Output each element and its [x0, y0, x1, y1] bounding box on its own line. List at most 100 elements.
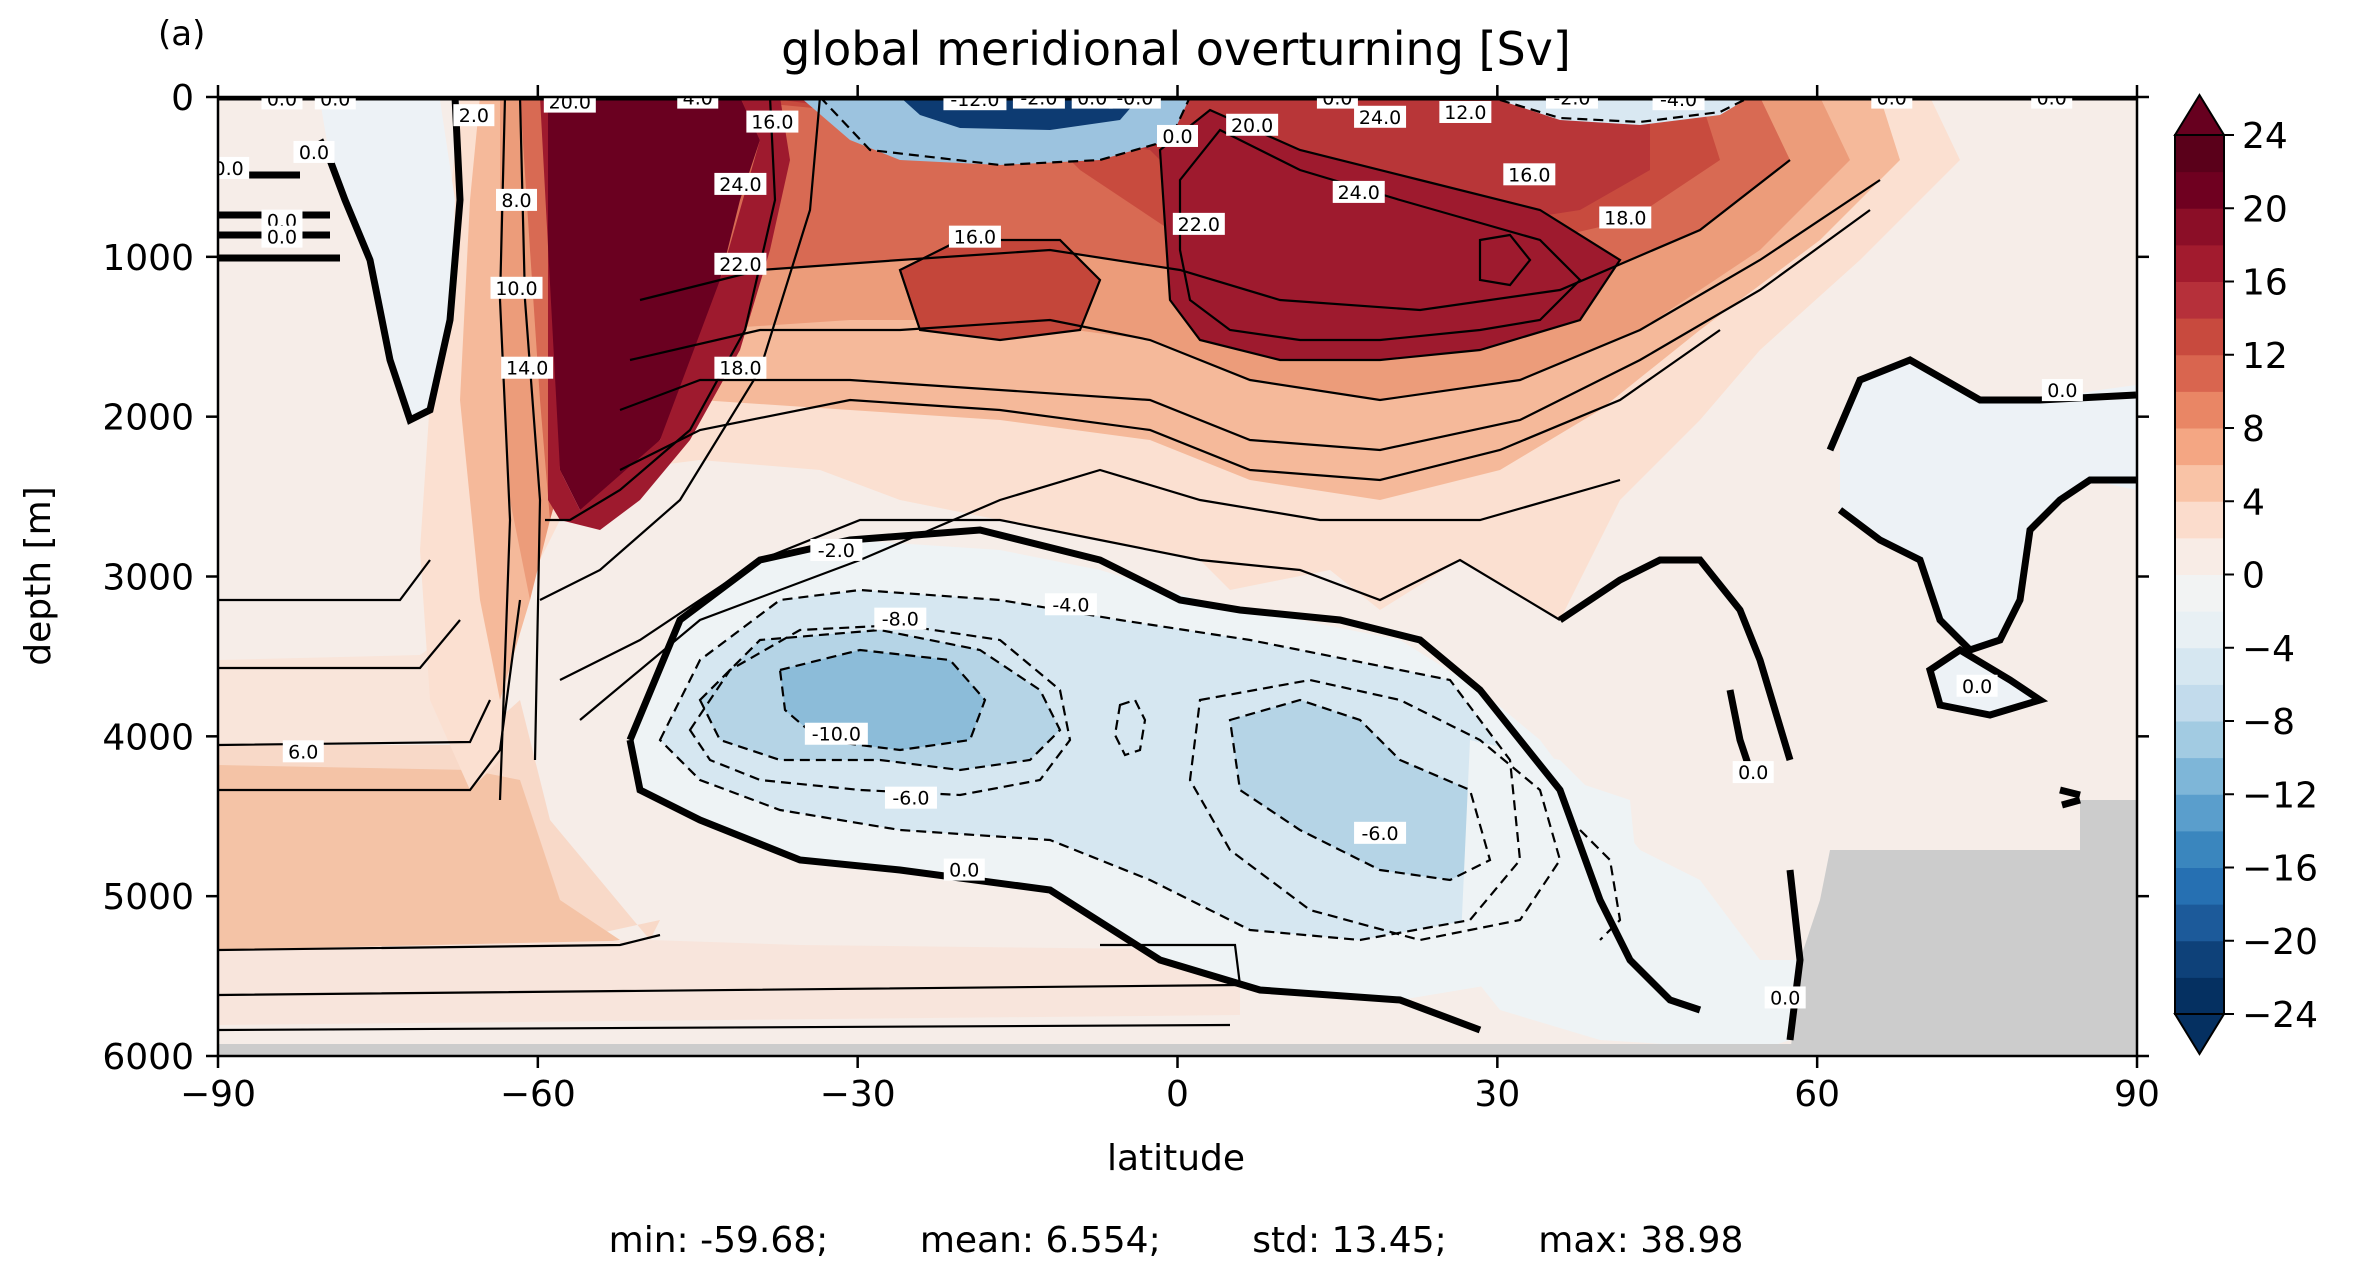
contour-label-bg [1545, 97, 1598, 109]
colorbar-bin [2175, 135, 2224, 173]
colorbar-tick-label: 4 [2242, 482, 2265, 523]
contour-label: 10.0 [495, 278, 537, 300]
contour-label-bg [453, 104, 495, 127]
topography-mask [1790, 800, 2136, 1056]
arctic-neg-pocket [1840, 360, 2136, 650]
contour-label-bg [1503, 163, 1556, 186]
contour-label: 0.0 [1770, 987, 1800, 1009]
contour-label-bg [218, 156, 250, 179]
contour-label-bg [884, 786, 937, 809]
colorbar-bin [2175, 537, 2224, 575]
colorbar-tick-label: 16 [2242, 263, 2288, 304]
contour-line [218, 599, 522, 792]
contour-label: -8.0 [882, 609, 919, 631]
colorbar-bin [2175, 391, 2224, 429]
neg-contour-line [1499, 97, 1751, 124]
contour-label-bg [943, 97, 1007, 111]
colorbar-bin [2175, 794, 2224, 832]
colorbar-tick-label: −24 [2242, 995, 2318, 1036]
contour-fill-24-south [548, 97, 760, 510]
contour-label: 20.0 [1231, 115, 1273, 137]
contour-line [218, 1023, 1231, 1032]
contour-label-bg [1172, 212, 1225, 235]
x-tick-label: 90 [2114, 1074, 2160, 1115]
contour-line [1158, 108, 1622, 362]
southern-neg-pocket [320, 100, 455, 420]
contour-label: -10.0 [812, 724, 861, 746]
contour-line [545, 97, 777, 522]
colorbar-bin [2175, 574, 2224, 612]
abyss-neg-east [1460, 740, 1820, 1050]
colorbar-bin [2175, 281, 2224, 319]
contour-label-bg [1599, 206, 1652, 229]
contour-label-bg [746, 110, 799, 133]
contour-label: 18.0 [1604, 207, 1646, 229]
contour-labels: 0.0 0.0 0.0 0.0 0.0 0.0 2.0 8.0 10.0 14.0 20.0 4.0 2… [218, 88, 2083, 1009]
contour-label-bg [1226, 113, 1279, 136]
contour-label-bg [804, 722, 868, 745]
y-tick-label: 0 [171, 78, 194, 119]
contour-label: 12.0 [1444, 102, 1486, 124]
contour-label-bg [1956, 674, 1998, 697]
contour-line [218, 559, 431, 602]
contour-line [639, 159, 1791, 312]
colorbar-tick-label: −20 [2242, 922, 2318, 963]
contour-label-bg [948, 225, 1001, 248]
contour-label-bg [282, 740, 324, 763]
colorbar-extend-max [2173, 93, 2226, 136]
contour-line [619, 209, 1871, 452]
contour-label-bg [501, 356, 554, 379]
contour-label-bg [1332, 180, 1385, 203]
contour-label: 6.0 [288, 741, 318, 763]
contour-label: -4.0 [1660, 89, 1697, 111]
neg-contour-line [688, 623, 1072, 797]
contour-label: 0.0 [1738, 762, 1768, 784]
contour-label: -4.0 [1052, 594, 1089, 616]
contour-label-bg [677, 97, 719, 109]
contour-label: 0.0 [299, 142, 329, 164]
contour-label: -6.0 [1362, 823, 1399, 845]
contour-label-bg [1044, 593, 1097, 616]
neg-contour-line [698, 628, 1062, 772]
contour-label: -2.0 [1553, 88, 1590, 110]
contour-label: 16.0 [954, 227, 996, 249]
contour-label: 0.0 [320, 88, 350, 110]
x-tick-label: −30 [820, 1074, 896, 1115]
contour-label-bg [1871, 97, 1913, 109]
contour-label-bg [714, 356, 767, 379]
contour-label: 0.0 [1962, 676, 1992, 698]
colorbar-tick-label: −4 [2242, 629, 2295, 670]
contour-label: -0.0 [1116, 88, 1153, 110]
colorbar-tick-label: 0 [2242, 556, 2265, 597]
contour-label-bg [1071, 97, 1113, 109]
colorbar-bin [2175, 867, 2224, 905]
contour-label-bg [714, 172, 767, 195]
neg-contour-line [1188, 678, 1562, 942]
contour-line [1478, 233, 1532, 287]
contour-label: 0.0 [2037, 88, 2067, 110]
contour-label: 16.0 [1508, 164, 1550, 186]
contour-label-bg [1354, 105, 1407, 128]
contour-label-bg [261, 97, 303, 110]
contour-label-bg [490, 276, 543, 299]
contour-line [218, 933, 661, 952]
contour-label-bg [1108, 97, 1161, 109]
y-tick-label: 6000 [102, 1037, 194, 1078]
contour-label: 18.0 [719, 358, 761, 380]
contour-line [1178, 128, 1582, 342]
colorbar-bin [2175, 757, 2224, 795]
colorbar: 24 20 16 12 8 4 0 −4 −8 −12 −16 −20 −24 [2173, 93, 2318, 1056]
colorbar-tick-label: 20 [2242, 189, 2288, 230]
contour-label: 24.0 [1338, 182, 1380, 204]
contour-label-bg [874, 607, 927, 630]
contour-line [539, 97, 822, 601]
contour-label: 24.0 [719, 174, 761, 196]
colorbar-bin [2175, 464, 2224, 502]
x-axis-label: latitude [1107, 1138, 1245, 1179]
colorbar-tick-label: 24 [2242, 116, 2288, 157]
contour-fill-2-bottom [218, 940, 1240, 1025]
contour-label: 2.0 [459, 105, 489, 127]
colorbar-bin [2175, 721, 2224, 759]
contour-line [218, 943, 1242, 997]
contour-label-bg [714, 252, 767, 275]
